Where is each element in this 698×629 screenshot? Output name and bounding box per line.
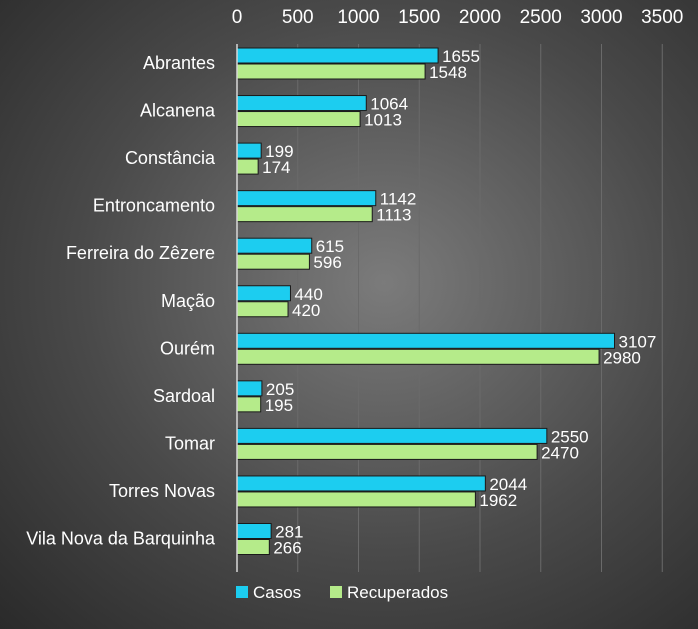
legend: Casos Recuperados (236, 583, 448, 602)
data-label-recuperados: 1013 (364, 111, 402, 130)
bar-recuperados (236, 301, 289, 318)
category-label: Vila Nova da Barquinha (26, 529, 216, 549)
x-tick-label: 0 (232, 7, 243, 28)
bar-casos (236, 332, 616, 349)
data-label-casos: 1064 (370, 95, 408, 114)
data-label-casos: 205 (266, 380, 294, 399)
legend-swatch-recuperados (330, 586, 342, 598)
bar-recuperados (236, 206, 373, 223)
x-axis-ticks: 0 500 1000 1500 2000 2500 3000 3500 (232, 7, 684, 28)
bar-recuperados (236, 111, 361, 128)
bar-casos (236, 95, 367, 112)
bar-casos (236, 47, 439, 64)
data-label-casos: 2550 (551, 427, 589, 446)
data-label-casos: 281 (275, 523, 303, 542)
category-label: Sardoal (153, 386, 215, 406)
category-label: Torres Novas (109, 481, 215, 501)
legend-label-casos: Casos (253, 583, 301, 602)
category-label: Alcanena (140, 101, 216, 121)
bar-casos (236, 380, 263, 397)
data-label-casos: 440 (294, 285, 322, 304)
data-label-recuperados: 266 (273, 539, 301, 558)
category-labels: Abrantes Alcanena Constância Entroncamento F… (26, 53, 216, 549)
category-label: Tomar (165, 433, 215, 453)
x-tick-label: 3000 (580, 7, 622, 28)
bar-recuperados (236, 63, 426, 80)
data-label-casos: 1142 (380, 190, 417, 209)
data-label-casos: 199 (265, 142, 293, 161)
data-label-recuperados: 1113 (376, 206, 411, 225)
category-label: Ferreira do Zêzere (66, 243, 215, 263)
bar-casos (236, 285, 291, 302)
category-label: Mação (161, 291, 215, 311)
data-label-casos: 615 (316, 237, 344, 256)
legend-swatch-casos (236, 586, 248, 598)
data-label-recuperados: 596 (313, 253, 341, 272)
legend-label-recuperados: Recuperados (347, 583, 448, 602)
data-label-casos: 2044 (489, 475, 527, 494)
bar-recuperados (236, 443, 538, 460)
bar-recuperados (236, 348, 600, 365)
data-label-recuperados: 420 (292, 301, 320, 320)
bar-casos (236, 523, 272, 539)
data-label-recuperados: 1548 (429, 63, 467, 82)
data-label-recuperados: 174 (262, 158, 290, 177)
category-label: Ourém (160, 338, 215, 358)
category-label: Constância (125, 148, 216, 168)
x-tick-label: 2000 (459, 7, 501, 28)
data-label-recuperados: 1962 (479, 491, 517, 510)
bar-recuperados (236, 253, 310, 270)
bar-recuperados (236, 158, 259, 175)
bar-casos (236, 142, 262, 159)
data-label-casos: 3107 (619, 332, 657, 351)
bars (236, 47, 616, 555)
data-label-recuperados: 2980 (603, 348, 641, 367)
bar-recuperados (236, 491, 476, 508)
bar-recuperados (236, 539, 270, 555)
data-label-casos: 1655 (442, 47, 480, 66)
bar-casos (236, 475, 486, 492)
x-tick-label: 1500 (398, 7, 440, 28)
category-label: Entroncamento (93, 196, 215, 216)
data-label-recuperados: 2470 (541, 443, 579, 462)
gridlines (297, 44, 663, 572)
x-tick-label: 1000 (337, 7, 379, 28)
x-tick-label: 2500 (520, 7, 562, 28)
x-tick-label: 500 (282, 7, 314, 28)
bar-casos (236, 237, 313, 254)
data-label-recuperados: 195 (265, 396, 293, 415)
category-label: Abrantes (143, 53, 215, 73)
bar-casos (236, 427, 548, 444)
bar-recuperados (236, 396, 262, 413)
x-tick-label: 3500 (641, 7, 683, 28)
bar-casos (236, 190, 377, 207)
